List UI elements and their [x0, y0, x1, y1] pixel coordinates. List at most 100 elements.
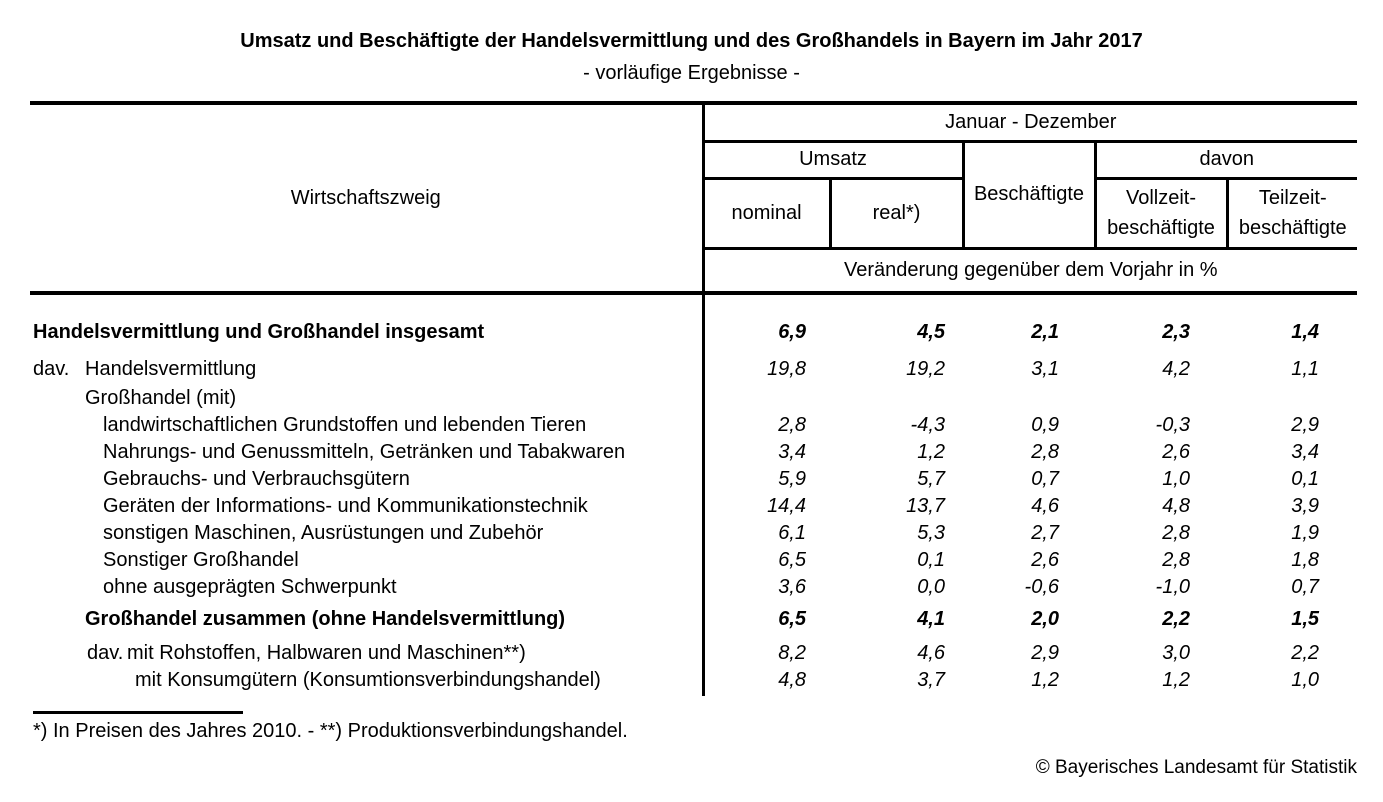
cell-real: 4,1 [917, 608, 945, 630]
cell-teilzeit: 3,4 [1291, 441, 1320, 463]
cell-beschaeftigte: 2,6 [1031, 549, 1059, 571]
row-label-text: Großhandel zusammen (ohne Handelsvermitt… [85, 608, 566, 630]
cell-teilzeit [1227, 385, 1357, 414]
cell-beschaeftigte: 3,1 [1031, 358, 1059, 380]
cell-nominal: 6,5 [778, 549, 806, 571]
row-label: Sonstiger Großhandel [30, 549, 705, 576]
header-teilzeit-line2: beschäftigte [1238, 217, 1347, 239]
row-label-text: ohne ausgeprägten Schwerpunkt [103, 576, 397, 598]
cell-teilzeit: 1,5 [1291, 608, 1320, 630]
footnote-divider [33, 711, 243, 714]
cell-beschaeftigte: 2,0 [1031, 608, 1059, 630]
page-title: Umsatz und Beschäftigte der Handelsvermi… [240, 30, 1143, 52]
cell-teilzeit: 1,4 [1291, 321, 1320, 343]
cell-teilzeit: 3,9 [1291, 495, 1320, 517]
table-header: Wirtschaftszweig Januar - Dezember Umsat… [30, 103, 1358, 295]
table-row: Geräten der Informations- und Kommunikat… [30, 495, 1357, 522]
row-label-text: Geräten der Informations- und Kommunikat… [103, 495, 588, 517]
cell-real: 13,7 [906, 495, 945, 517]
cell-nominal: 14,4 [767, 495, 806, 517]
table-row: Sonstiger Großhandel 6,5 0,1 2,6 2,8 1,8 [30, 549, 1357, 576]
cell-vollzeit: 4,2 [1162, 358, 1190, 380]
cell-beschaeftigte: 2,7 [1031, 522, 1059, 544]
cell-nominal: 3,4 [778, 441, 806, 463]
cell-real: 4,6 [917, 642, 945, 664]
row-label: landwirtschaftlichen Grundstoffen und le… [30, 414, 705, 441]
row-label: Gebrauchs- und Verbrauchsgütern [30, 468, 705, 495]
header-vollzeit: Vollzeit- beschäftigte [1095, 178, 1229, 250]
row-label: mit Konsumgütern (Konsumtionsverbindungs… [30, 669, 705, 696]
cell-teilzeit: 2,9 [1291, 414, 1320, 436]
row-label: dav. Handelsvermittlung [30, 348, 705, 385]
cell-nominal: 19,8 [767, 358, 806, 380]
cell-nominal: 8,2 [778, 642, 806, 664]
row-label: sonstigen Maschinen, Ausrüstungen und Zu… [30, 522, 705, 549]
header-teilzeit: Teilzeit- beschäftigte [1227, 178, 1358, 250]
cell-beschaeftigte: 2,1 [1031, 321, 1059, 343]
cell-teilzeit: 1,1 [1291, 358, 1320, 380]
row-label: ohne ausgeprägten Schwerpunkt [30, 576, 705, 603]
row-label-text: landwirtschaftlichen Grundstoffen und le… [103, 414, 587, 436]
cell-vollzeit: 2,3 [1162, 321, 1190, 343]
cell-real: 1,2 [917, 441, 945, 463]
cell-nominal: 4,8 [778, 669, 806, 691]
cell-nominal [703, 385, 830, 414]
table-row: dav. mit Rohstoffen, Halbwaren und Maschi… [30, 635, 1357, 669]
cell-nominal: 2,8 [778, 414, 806, 436]
cell-beschaeftigte [963, 385, 1095, 414]
row-label: Großhandel (mit) [30, 385, 705, 414]
row-label-text: mit Rohstoffen, Halbwaren und Maschinen*… [127, 642, 526, 664]
cell-vollzeit [1095, 385, 1227, 414]
table-row: sonstigen Maschinen, Ausrüstungen und Zu… [30, 522, 1357, 549]
copyright-notice: © Bayerisches Landesamt für Statistik [1035, 757, 1357, 778]
table-row: landwirtschaftlichen Grundstoffen und le… [30, 414, 1357, 441]
page-subtitle: - vorläufige Ergebnisse - [583, 62, 800, 84]
table-body: Handelsvermittlung und Großhandel insges… [30, 293, 1357, 696]
cell-nominal: 5,9 [778, 468, 806, 490]
row-label-text: mit Konsumgütern (Konsumtionsverbindungs… [135, 669, 601, 691]
cell-teilzeit: 1,8 [1291, 549, 1320, 571]
row-label-text: Handelsvermittlung und Großhandel insges… [33, 321, 485, 343]
cell-beschaeftigte: 2,8 [1031, 441, 1059, 463]
cell-vollzeit: 2,2 [1162, 608, 1190, 630]
cell-beschaeftigte: 4,6 [1031, 495, 1059, 517]
cell-real: 4,5 [917, 321, 945, 343]
cell-vollzeit: 1,2 [1162, 669, 1190, 691]
cell-beschaeftigte: 0,9 [1031, 414, 1059, 436]
table-row: mit Konsumgütern (Konsumtionsverbindungs… [30, 669, 1357, 696]
header-nominal: nominal [703, 178, 832, 250]
cell-real: 5,3 [917, 522, 945, 544]
header-umsatz: Umsatz [703, 141, 965, 180]
row-label-text: Großhandel (mit) [85, 387, 237, 409]
cell-nominal: 6,1 [778, 522, 806, 544]
cell-vollzeit: 4,8 [1162, 495, 1190, 517]
cell-vollzeit: 1,0 [1162, 468, 1190, 490]
header-teilzeit-line1: Teilzeit- [1258, 187, 1327, 209]
cell-teilzeit: 0,7 [1291, 576, 1320, 598]
row-label: Nahrungs- und Genussmitteln, Getränken u… [30, 441, 705, 468]
table-row: Nahrungs- und Genussmitteln, Getränken u… [30, 441, 1357, 468]
cell-teilzeit: 1,0 [1291, 669, 1320, 691]
cell-vollzeit: -0,3 [1155, 414, 1190, 436]
row-label-text: Sonstiger Großhandel [103, 549, 299, 571]
cell-real: 19,2 [906, 358, 945, 380]
row-label-text: sonstigen Maschinen, Ausrüstungen und Zu… [103, 522, 544, 544]
cell-nominal: 3,6 [778, 576, 806, 598]
cell-beschaeftigte: 0,7 [1031, 468, 1059, 490]
header-vollzeit-line2: beschäftigte [1107, 217, 1215, 239]
header-real: real*) [830, 178, 963, 250]
header-vollzeit-line1: Vollzeit- [1125, 187, 1197, 209]
cell-real: -4,3 [910, 414, 945, 436]
cell-beschaeftigte: 1,2 [1031, 669, 1059, 691]
table-row: Handelsvermittlung und Großhandel insges… [30, 293, 1357, 348]
header-davon: davon [1095, 141, 1358, 180]
dav-prefix: dav. [87, 642, 124, 664]
header-unit-row: Veränderung gegenüber dem Vorjahr in % [703, 248, 1358, 295]
cell-real: 0,1 [917, 549, 945, 571]
cell-vollzeit: -1,0 [1155, 576, 1190, 598]
cell-vollzeit: 2,8 [1162, 522, 1190, 544]
cell-beschaeftigte: 2,9 [1031, 642, 1059, 664]
cell-real: 3,7 [917, 669, 945, 691]
table-row: ohne ausgeprägten Schwerpunkt 3,6 0,0 -0… [30, 576, 1357, 603]
cell-teilzeit: 0,1 [1291, 468, 1320, 490]
